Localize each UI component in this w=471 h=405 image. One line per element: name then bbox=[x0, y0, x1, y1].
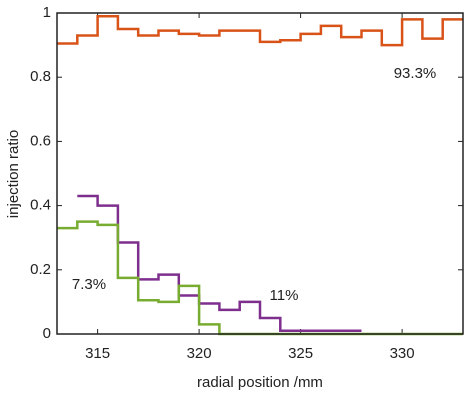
stairs-line bbox=[77, 194, 362, 333]
x-axis-label: radial position /mm bbox=[197, 374, 323, 391]
x-tick-label: 325 bbox=[288, 345, 313, 362]
y-tick-label: 1 bbox=[43, 4, 51, 21]
x-tick-label: 315 bbox=[85, 345, 110, 362]
y-tick-label: 0.6 bbox=[30, 132, 51, 149]
y-tick-label: 0.2 bbox=[30, 261, 51, 278]
stairs-line bbox=[57, 14, 463, 47]
axes-box bbox=[56, 12, 464, 335]
y-tick-label: 0.4 bbox=[30, 197, 51, 214]
y-axis-label: injection ratio bbox=[5, 130, 22, 218]
annotation: 93.3% bbox=[394, 65, 437, 82]
x-tick-label: 330 bbox=[390, 345, 415, 362]
annotation: 7.3% bbox=[72, 276, 106, 293]
x-tick-label: 320 bbox=[187, 345, 212, 362]
annotation: 11% bbox=[270, 287, 299, 304]
y-tick-label: 0.8 bbox=[30, 68, 51, 85]
y-tick-label: 0 bbox=[43, 325, 51, 342]
